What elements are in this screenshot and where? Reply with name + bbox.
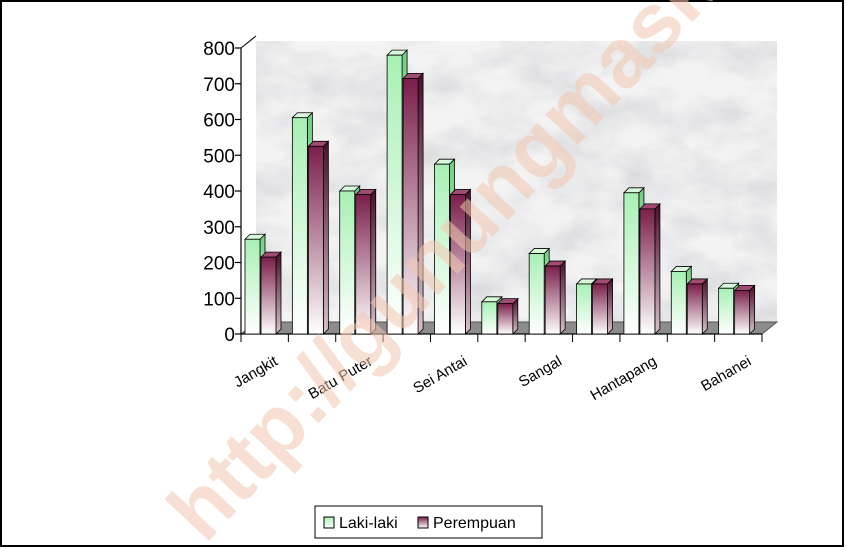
bars-group	[244, 49, 756, 335]
y-tick-label: 200	[203, 254, 235, 275]
y-tick-label: 500	[203, 146, 235, 167]
y-tick-label: 400	[203, 182, 235, 203]
y-tick-label: 800	[203, 39, 235, 60]
bar-perempuan	[638, 202, 661, 335]
bar-perempuan	[354, 188, 377, 335]
bar-perempuan	[449, 188, 472, 335]
legend-item-perempuan: Perempuan	[417, 515, 516, 532]
bar-perempuan	[591, 277, 614, 335]
y-tick-label: 0	[224, 325, 235, 346]
y-axis-top-edge	[240, 35, 257, 49]
bar-perempuan	[496, 297, 519, 335]
bar-perempuan	[686, 277, 709, 335]
bar-perempuan	[733, 284, 756, 335]
bar-perempuan	[260, 251, 282, 335]
legend-label: Perempuan	[433, 515, 516, 532]
bar-perempuan	[402, 72, 425, 335]
legend-swatch	[323, 516, 335, 529]
bar-perempuan	[307, 140, 330, 335]
y-axis: 0 100 200 300 400 500 600 700 800	[203, 35, 257, 346]
y-tick-label: 300	[203, 218, 235, 239]
legend-item-laki: Laki-laki	[323, 515, 398, 532]
bar-perempuan	[544, 260, 567, 335]
legend-swatch	[417, 516, 429, 529]
y-tick-label: 600	[203, 111, 235, 132]
legend-label: Laki-laki	[339, 515, 398, 532]
legend: Laki-laki Perempuan	[314, 505, 543, 539]
bar-laki	[433, 158, 456, 335]
y-tick-label: 100	[203, 289, 235, 310]
y-tick-label: 700	[203, 75, 235, 96]
